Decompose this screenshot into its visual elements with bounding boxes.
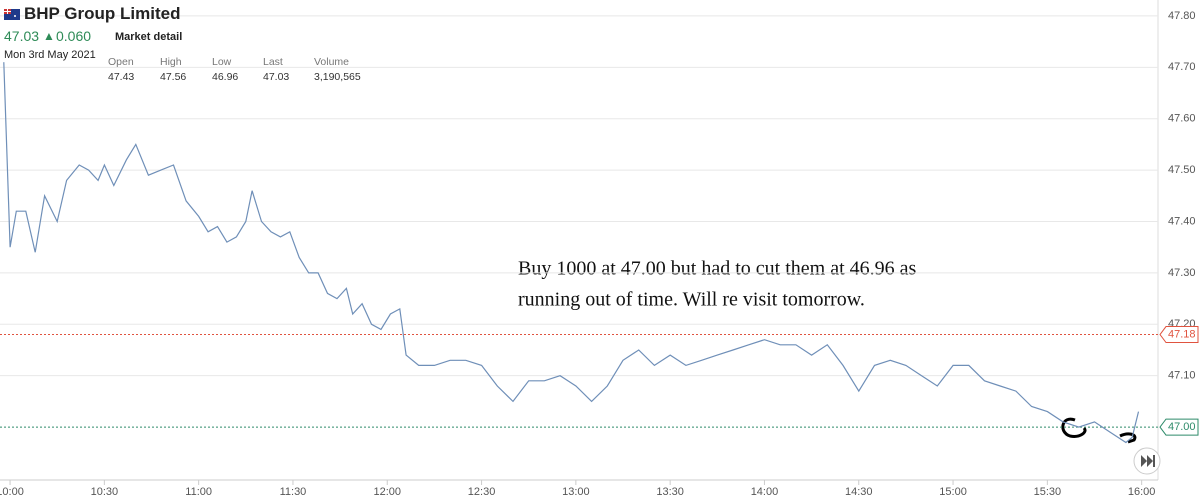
stat-label: Volume xyxy=(314,56,350,68)
y-tick-label: 47.10 xyxy=(1168,370,1196,382)
x-tick-label: 11:30 xyxy=(280,486,307,498)
price-line xyxy=(3,62,1140,444)
y-tick-label: 47.50 xyxy=(1168,164,1196,176)
x-tick-label: 14:30 xyxy=(845,486,873,498)
x-tick-label: 12:00 xyxy=(373,486,401,498)
reference-badge xyxy=(1159,326,1199,344)
x-tick-label: 12:30 xyxy=(468,486,496,498)
plot: 47.1047.2047.3047.4047.5047.6047.7047.80… xyxy=(0,10,1199,498)
flag-icon xyxy=(4,9,20,20)
reference-label: 47.18 xyxy=(1168,328,1196,340)
y-tick-label: 47.80 xyxy=(1168,10,1196,22)
stat-value: 47.56 xyxy=(160,71,187,83)
reference-badge xyxy=(1159,418,1199,436)
stat-value: 47.03 xyxy=(263,71,290,83)
stat-label: High xyxy=(160,56,182,68)
x-tick-label: 13:30 xyxy=(656,486,684,498)
title: BHP Group Limited xyxy=(24,4,181,23)
stat-label: Open xyxy=(108,56,134,68)
date: Mon 3rd May 2021 xyxy=(4,49,96,61)
stat-value: 47.43 xyxy=(108,71,135,83)
stat-label: Last xyxy=(263,56,283,68)
x-tick-label: 14:00 xyxy=(751,486,779,498)
x-tick-label: 13:00 xyxy=(562,486,590,498)
x-tick-label: 11:00 xyxy=(185,486,212,498)
y-tick-label: 47.40 xyxy=(1168,215,1196,227)
annotation: Buy 1000 at 47.00 but had to cut them at… xyxy=(518,258,916,280)
x-tick-label: 10:30 xyxy=(91,486,119,498)
annotation: running out of time. Will re visit tomor… xyxy=(518,289,865,311)
up-arrow: ▲ xyxy=(43,29,55,43)
stat-value: 46.96 xyxy=(212,71,239,83)
y-tick-label: 47.60 xyxy=(1168,113,1196,125)
stat-value: 3,190,565 xyxy=(314,71,361,83)
x-tick-label: 15:00 xyxy=(939,486,967,498)
x-tick-label: 15:30 xyxy=(1034,486,1062,498)
change: 0.060 xyxy=(56,28,92,44)
stat-label: Low xyxy=(212,56,232,68)
y-tick-label: 47.70 xyxy=(1168,61,1196,73)
x-tick-label: 16:00 xyxy=(1128,486,1156,498)
price: 47.03 xyxy=(4,28,40,44)
y-tick-label: 47.30 xyxy=(1168,267,1196,279)
x-tick-label: 10:00 xyxy=(0,486,24,498)
fast-forward-button[interactable] xyxy=(1133,447,1161,475)
scribble xyxy=(1061,417,1087,438)
reference-label: 47.00 xyxy=(1168,421,1196,433)
market-detail-link[interactable]: Market detail xyxy=(115,31,183,43)
